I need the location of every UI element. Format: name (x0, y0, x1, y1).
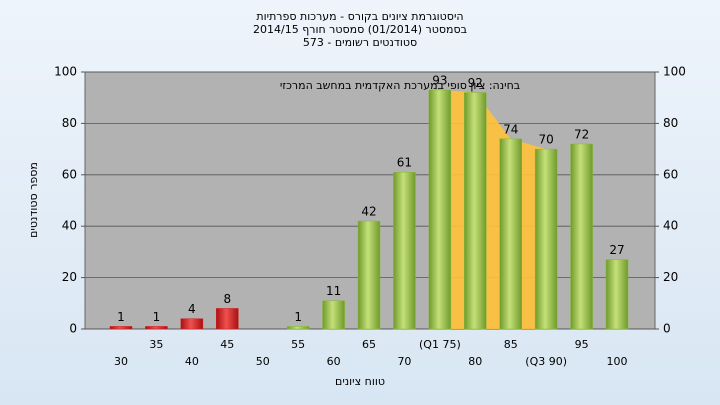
chart-subtitle: בסמסטר (01/2014) סמסטר חורף 2014/15 (253, 23, 467, 36)
x-tick-label: 85 (504, 338, 518, 351)
x-tick-label: (Q1 75) (419, 338, 461, 351)
y-tick-label: 40 (62, 219, 77, 233)
bar (464, 92, 487, 330)
bar (499, 138, 522, 330)
x-tick-label: 30 (114, 355, 128, 368)
bar (109, 326, 133, 330)
data-label: 72 (574, 127, 589, 141)
y2-tick-label: 0 (663, 322, 671, 336)
x-tick-label: 80 (468, 355, 482, 368)
x-tick-label: 50 (256, 355, 270, 368)
bar (216, 308, 239, 330)
y-tick-label: 0 (69, 322, 77, 336)
bar (180, 318, 204, 330)
x-tick-label: 40 (185, 355, 199, 368)
x-tick-label: 35 (149, 338, 163, 351)
data-label: 74 (503, 122, 518, 136)
chart-title: היסטוגרמת ציונים בקורס - מערכות ספרתיות (256, 10, 463, 23)
x-tick-label: 65 (362, 338, 376, 351)
bar (357, 220, 381, 330)
data-label: 70 (539, 133, 554, 147)
data-label: 11 (326, 284, 341, 298)
plot: 0 20 40 60 80 100 0 20 40 60 80 100 30 1 35 1 40 4 45 8 50 55… (54, 65, 686, 369)
y-tick-label: 60 (62, 167, 77, 181)
y2-tick-label: 80 (663, 116, 678, 130)
bar (393, 171, 416, 330)
x-tick-label: 60 (327, 355, 341, 368)
data-label: 1 (117, 310, 125, 324)
y-tick-label: 20 (62, 270, 77, 284)
y2-tick-label: 100 (663, 65, 686, 79)
bar (428, 89, 452, 330)
x-tick-label: 100 (607, 355, 628, 368)
data-label: 42 (361, 205, 376, 219)
data-label: 8 (223, 292, 231, 306)
x-tick-label: (Q3 90) (525, 355, 567, 368)
data-label: 27 (609, 243, 624, 257)
data-label: 1 (153, 310, 161, 324)
x-tick-label: 45 (220, 338, 234, 351)
annotation: בחינה: ציון סופי במערכת האקדמית במחשב המ… (280, 79, 520, 92)
bar (570, 143, 593, 330)
data-label: 92 (468, 76, 483, 90)
data-label: 93 (432, 73, 447, 87)
y2-tick-label: 40 (663, 219, 678, 233)
x-tick-label: 95 (575, 338, 589, 351)
data-label: 4 (188, 302, 196, 316)
y2-tick-label: 60 (663, 167, 678, 181)
bar (534, 148, 558, 330)
y-tick-label: 100 (54, 65, 77, 79)
data-label: 1 (294, 310, 302, 324)
x-axis-label: טווח ציונים (335, 375, 385, 388)
bar (605, 259, 629, 330)
x-tick-label: 70 (397, 355, 411, 368)
y-axis-label: מספר סטודנטים (27, 162, 40, 238)
bar (145, 326, 168, 330)
y-tick-label: 80 (62, 116, 77, 130)
bar (322, 300, 345, 330)
bar (286, 326, 310, 330)
data-label: 61 (397, 156, 412, 170)
x-tick-label: 55 (291, 338, 305, 351)
y2-tick-label: 20 (663, 270, 678, 284)
chart-subtitle: סטודנטים רשומים - 573 (303, 36, 417, 49)
